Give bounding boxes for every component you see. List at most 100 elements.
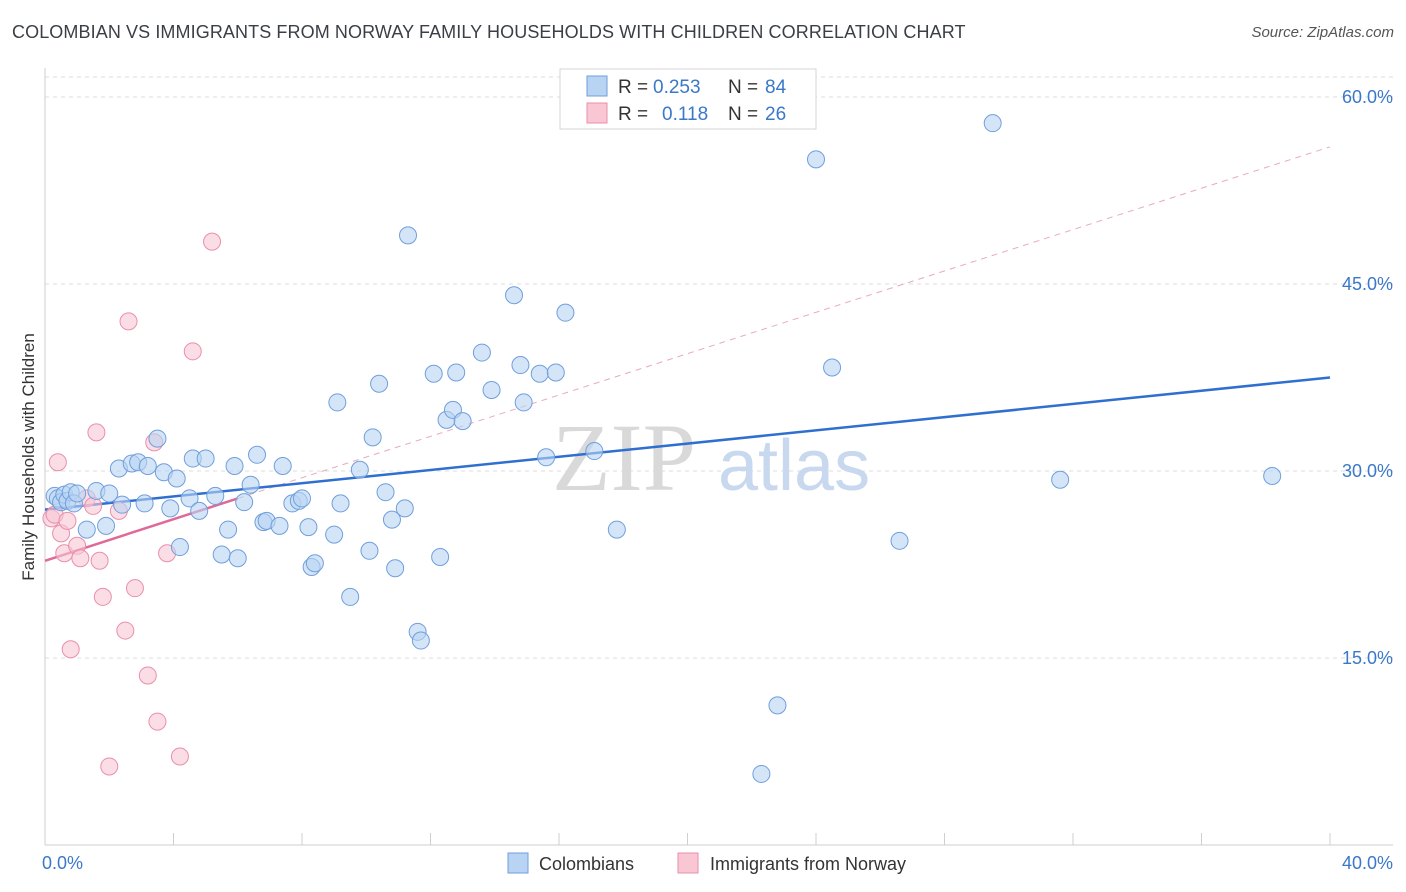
data-point-norway [100,757,119,776]
data-point-norway [148,712,167,731]
data-point-colombians [530,364,549,383]
trend-line-norway-extended [237,146,1331,499]
data-point-colombians [161,499,180,518]
bottom-legend-swatch-colombians [507,852,529,874]
data-point-norway [203,232,222,251]
data-point-colombians [305,554,324,573]
data-point-colombians [382,510,401,529]
data-point-colombians [228,549,247,568]
data-point-colombians [399,226,418,245]
data-point-norway [87,423,106,442]
data-point-colombians [167,469,186,488]
data-point-colombians [376,483,395,502]
data-point-colombians [196,449,215,468]
gridlines [45,76,1393,659]
data-point-colombians [190,501,209,520]
series-colombians [45,114,1282,783]
data-point-colombians [97,516,116,535]
data-point-colombians [180,489,199,508]
data-point-colombians [77,520,96,539]
y-tick-label: 30.0% [1342,461,1393,481]
data-point-colombians [472,343,491,362]
data-point-colombians [138,457,157,476]
data-point-norway [170,747,189,766]
data-point-colombians [807,150,825,169]
legend-box: R = 0.253 N = 84 R = 0.118 N = 26 [559,68,817,130]
data-point-colombians [100,484,119,503]
data-point-colombians [113,495,132,514]
data-point-colombians [386,559,405,578]
y-tick-label: 15.0% [1342,648,1393,668]
legend-n-label-1: N = [728,77,758,98]
data-point-colombians [983,114,1002,133]
data-point-colombians [482,380,501,399]
data-point-colombians [431,548,450,567]
data-point-colombians [585,442,604,461]
data-point-colombians [299,518,318,537]
chart-title: COLOMBIAN VS IMMIGRANTS FROM NORWAY FAMI… [12,22,966,42]
data-point-colombians [1263,466,1282,485]
data-point-norway [119,312,138,331]
legend-n-value-2: 26 [765,104,786,125]
data-point-colombians [219,520,238,539]
data-point-colombians [68,484,87,503]
trend-line-colombians [44,376,1331,511]
data-point-colombians [395,499,414,518]
data-point-colombians [248,445,267,464]
data-point-colombians [546,363,565,382]
data-point-colombians [511,356,530,375]
data-point-norway [48,453,67,472]
data-point-norway [116,621,135,640]
data-point-colombians [148,429,167,448]
data-point-norway [90,551,109,570]
data-point-colombians [135,494,154,513]
data-point-colombians [235,493,254,512]
y-tick-label: 45.0% [1342,274,1393,294]
data-point-colombians [823,358,842,377]
data-point-colombians [293,489,311,508]
data-point-colombians [363,428,382,447]
source-label: Source: ZipAtlas.com [1251,24,1394,41]
data-point-colombians [556,303,575,322]
legend-r-value-2: 0.118 [662,104,708,125]
x-axis-ticks [44,833,1331,845]
bottom-legend-swatch-norway [677,852,699,874]
data-point-norway [93,587,112,606]
data-point-colombians [360,541,379,560]
data-point-colombians [350,460,369,479]
data-point-colombians [1051,470,1070,489]
data-point-colombians [505,286,524,305]
data-point-colombians [453,412,472,431]
data-point-norway [61,640,80,659]
data-point-norway [138,666,157,685]
legend-swatch-colombians [586,75,608,97]
data-point-colombians [341,587,360,606]
data-point-colombians [328,393,347,412]
x-tick-label-max: 40.0% [1342,853,1393,873]
data-point-colombians [411,631,430,650]
data-point-norway [183,342,202,361]
data-point-colombians [325,525,344,544]
data-point-colombians [768,696,787,715]
legend-r-value-1: 0.253 [653,77,701,98]
data-point-norway [58,511,77,530]
y-tick-label: 60.0% [1342,87,1393,107]
bottom-legend-norway: Immigrants from Norway [710,854,906,874]
data-point-norway [125,579,144,598]
data-point-colombians [890,531,909,550]
x-tick-label-min: 0.0% [42,853,83,873]
data-point-norway [84,496,103,515]
data-point-colombians [424,364,443,383]
data-point-colombians [170,538,189,557]
data-point-colombians [331,494,350,513]
data-point-colombians [212,545,231,564]
data-point-colombians [270,516,289,535]
watermark-atlas: atlas [718,426,870,506]
data-point-colombians [537,448,556,467]
data-point-colombians [607,520,626,539]
y-tick-labels: 15.0% 30.0% 45.0% 60.0% [1342,87,1393,668]
y-axis-label: Family Households with Children [19,333,38,581]
data-point-norway [71,549,90,568]
bottom-legend-colombians: Colombians [539,854,634,874]
